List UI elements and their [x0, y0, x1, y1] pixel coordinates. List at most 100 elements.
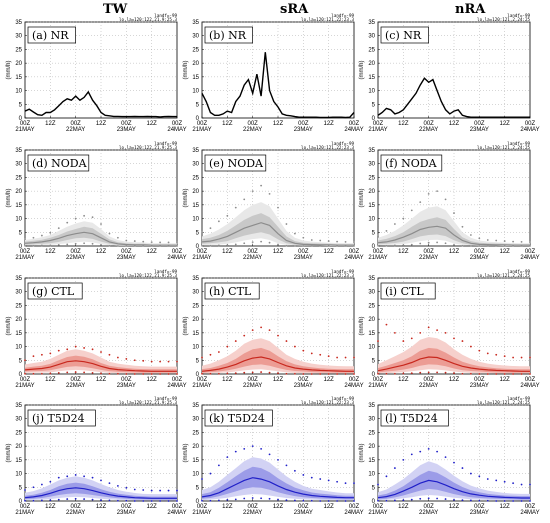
ensemble-min-point: [520, 500, 523, 502]
ensemble-max-point: [478, 475, 481, 478]
ensemble-mean-line: [377, 225, 530, 246]
ensemble-min-point: [486, 499, 489, 502]
x-tick-label: 00Z: [525, 249, 536, 255]
x-tick-label: 00Z: [197, 377, 208, 383]
inner-spread-band: [378, 217, 530, 246]
ensemble-min-point: [436, 371, 439, 374]
ensemble-max-point: [32, 236, 35, 239]
ensemble-max-point: [444, 456, 447, 459]
ensemble-min-point: [226, 244, 229, 247]
ensemble-max-point: [427, 447, 430, 450]
ensemble-min-point: [444, 242, 447, 245]
ensemble-max-point: [142, 489, 145, 491]
x-tick-label: 24MAY: [167, 383, 186, 389]
ensemble-min-point: [410, 498, 413, 501]
x-tick-label: 12Z: [323, 377, 334, 383]
ensemble-min-point: [217, 499, 220, 502]
ensemble-min-point: [393, 372, 396, 375]
ensemble-max-point: [529, 356, 531, 359]
y-tick-label: 5: [196, 230, 200, 236]
y-tick-label: 35: [368, 148, 375, 154]
y-tick-label: 5: [372, 230, 376, 236]
y-tick-label: 20: [192, 189, 199, 195]
ensemble-max-point: [377, 483, 379, 486]
panel-label: (a) NR: [32, 29, 69, 42]
domain-info-label: lo,la=120:121,2,24:25: [477, 17, 530, 22]
y-tick-label: 20: [15, 444, 22, 450]
domain-info-label: lo,la=120:121,2,24:25: [477, 273, 530, 278]
x-tick-label: 24MAY: [344, 127, 363, 133]
ensemble-min-point: [251, 497, 254, 499]
x-tick-label: 00Z: [525, 504, 536, 510]
ensemble-min-point: [293, 499, 296, 502]
y-tick-label: 5: [196, 102, 200, 108]
y-tick-label: 5: [19, 102, 23, 108]
ensemble-min-point: [32, 372, 35, 375]
ensemble-max-point: [344, 240, 347, 243]
landf-label: landf=-99: [331, 141, 354, 146]
ensemble-min-point: [353, 373, 355, 375]
ensemble-min-point: [377, 244, 379, 247]
ensemble-min-point: [377, 372, 379, 375]
x-tick-label: 12Z: [96, 377, 107, 383]
y-tick-label: 30: [15, 290, 22, 296]
ensemble-min-point: [310, 373, 313, 375]
x-tick-label: 21MAY: [15, 383, 34, 389]
ensemble-max-point: [209, 353, 212, 356]
ensemble-min-point: [285, 244, 288, 247]
ensemble-min-point: [285, 372, 288, 375]
landf-label: landf=-99: [154, 141, 177, 146]
ensemble-max-point: [385, 475, 388, 478]
y-tick-label: 35: [15, 276, 22, 282]
ensemble-max-point: [167, 360, 170, 363]
y-tick-label: 30: [368, 34, 375, 40]
x-tick-label: 12Z: [222, 504, 233, 510]
y-tick-label: 35: [15, 20, 22, 26]
ensemble-max-point: [125, 358, 128, 360]
ensemble-max-point: [251, 190, 254, 193]
ensemble-min-point: [91, 372, 94, 374]
x-tick-label: 12Z: [146, 377, 157, 383]
domain-info-label: lo,la=120:121,2,24:25: [477, 400, 530, 405]
ensemble-max-point: [486, 352, 489, 355]
ensemble-min-point: [436, 497, 439, 500]
ensemble-max-point: [319, 353, 322, 356]
ensemble-min-point: [226, 499, 229, 501]
x-tick-label: 12Z: [45, 504, 56, 510]
landf-label: landf=-99: [507, 13, 530, 18]
ensemble-min-point: [410, 243, 413, 246]
ensemble-max-point: [150, 489, 153, 492]
panel-label-box: [380, 409, 449, 427]
ensemble-max-point: [116, 485, 119, 487]
ensemble-max-point: [520, 240, 523, 243]
panel-label-box: [27, 282, 83, 300]
ensemble-min-point: [66, 371, 69, 374]
ensemble-min-point: [461, 244, 464, 247]
panel-label: (f) NODA: [385, 157, 438, 170]
ensemble-max-point: [260, 447, 263, 450]
x-tick-label: 22MAY: [243, 255, 262, 261]
ensemble-max-point: [327, 479, 330, 482]
panel-label-box: [380, 154, 443, 172]
ensemble-min-point: [83, 242, 86, 245]
ensemble-min-point: [83, 498, 86, 500]
ensemble-max-point: [209, 227, 212, 230]
inner-spread-band: [378, 347, 530, 373]
ensemble-max-point: [217, 351, 220, 353]
panel-label-box: [204, 282, 260, 300]
y-tick-label: 15: [192, 203, 199, 209]
ensemble-max-point: [310, 239, 313, 241]
x-tick-label: 22MAY: [243, 383, 262, 389]
ensemble-min-point: [209, 244, 212, 247]
ensemble-min-point: [427, 241, 430, 244]
x-tick-label: 00Z: [172, 504, 183, 510]
ensemble-min-point: [159, 500, 162, 502]
panel-label: (d) NODA: [32, 157, 88, 170]
x-tick-label: 24MAY: [344, 383, 363, 389]
y-tick-label: 5: [372, 102, 376, 108]
nr-series-line: [201, 52, 355, 119]
